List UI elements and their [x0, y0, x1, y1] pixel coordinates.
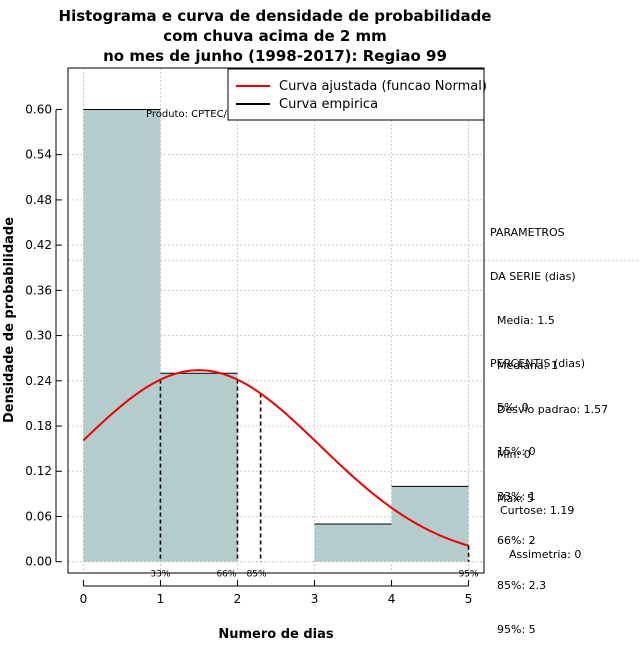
y-tick-label: 0.54	[25, 148, 52, 162]
histogram-bar	[314, 524, 392, 562]
y-tick-label: 0.12	[25, 464, 52, 478]
y-tick-label: 0.48	[25, 193, 52, 207]
x-tick-label: 1	[157, 592, 165, 606]
percentile-85: 85%: 2.3	[497, 578, 547, 592]
y-tick-label: 0.06	[25, 509, 52, 523]
param-max: Max: 5	[497, 491, 534, 505]
legend-box	[227, 68, 485, 121]
histogram-bars	[83, 108, 469, 562]
moments-panel: Curtose: 1.19 Assimetria: 0	[500, 474, 581, 578]
percentile-66: 66%: 2	[497, 534, 536, 548]
percentiles-panel: PERCENTIS (dias) 5%: 0 15%: 0 33%: 1 66%…	[490, 327, 585, 653]
y-axis-label: Densidade de probabilidade	[2, 217, 17, 423]
y-tick-label: 0.24	[25, 374, 52, 388]
histogram-bar	[83, 109, 161, 562]
x-tick-label: 5	[465, 592, 473, 606]
percentile-95: 95%: 5	[497, 622, 536, 636]
param-min: Min: 0	[497, 447, 531, 461]
product-annotation: Produto: CPTEC/INPE	[146, 109, 250, 120]
plot-frame	[67, 67, 485, 574]
histogram-bar	[391, 486, 469, 562]
y-tick-label: 0.36	[25, 283, 52, 297]
chart-title-line-3: no mes de junho (1998-2017): Regiao 99	[103, 47, 447, 65]
param-mediana: Mediana: 1	[497, 358, 558, 372]
params-heading-line-1: PARAMETROS	[490, 225, 565, 239]
legend-label-normal-curve: Curva ajustada (funcao Normal)	[279, 79, 487, 94]
x-tick-label: 2	[234, 592, 242, 606]
legend: Curva ajustada (funcao Normal) Curva emp…	[227, 68, 487, 121]
percentile-5: 5%: 0	[497, 400, 529, 414]
param-desvio-padrao: Desvio padrao: 1.57	[497, 403, 609, 417]
percentile-lines: 33% 66% 85% 95%	[150, 379, 479, 580]
y-tick-label: 0.30	[25, 329, 52, 343]
normal-fit-curve	[82, 369, 469, 547]
histogram-bar	[160, 373, 238, 562]
y-tick-label: 0.42	[25, 238, 52, 252]
x-tick-label: 0	[80, 592, 88, 606]
density-curves	[82, 369, 469, 547]
legend-label-empirical-curve: Curva empirica	[279, 97, 378, 112]
series-parameters: PARAMETROS DA SERIE (dias) Media: 1.5 Me…	[490, 196, 608, 522]
axes: 0 1 2 3 4 5 0.00 0.06 0.12 0.18 0.24 0.30 0.36 0.42 0.…	[25, 102, 472, 606]
x-axis-label: Numero de dias	[218, 627, 334, 642]
y-tick-label: 0.00	[25, 555, 52, 569]
y-tick-label: 0.60	[25, 102, 52, 116]
curtose-value: Curtose: 1.19	[500, 503, 575, 517]
percentile-label: 95%	[459, 570, 479, 580]
y-tick-label: 0.18	[25, 419, 52, 433]
percentile-label: 85%	[247, 570, 267, 580]
assimetria-value: Assimetria: 0	[509, 547, 582, 561]
percentile-33: 33%: 1	[497, 489, 536, 503]
params-heading-line-2: DA SERIE (dias)	[490, 269, 576, 283]
param-media: Media: 1.5	[497, 314, 555, 328]
x-tick-label: 4	[388, 592, 396, 606]
percentiles-heading: PERCENTIS (dias)	[490, 356, 586, 370]
percentile-15: 15%: 0	[497, 445, 536, 459]
chart-title-line-1: Histograma e curva de densidade de proba…	[59, 7, 492, 25]
x-tick-label: 3	[311, 592, 319, 606]
percentile-label: 33%	[150, 570, 170, 580]
chart-title-line-2: com chuva acima de 2 mm	[163, 27, 387, 45]
percentile-label: 66%	[216, 570, 236, 580]
